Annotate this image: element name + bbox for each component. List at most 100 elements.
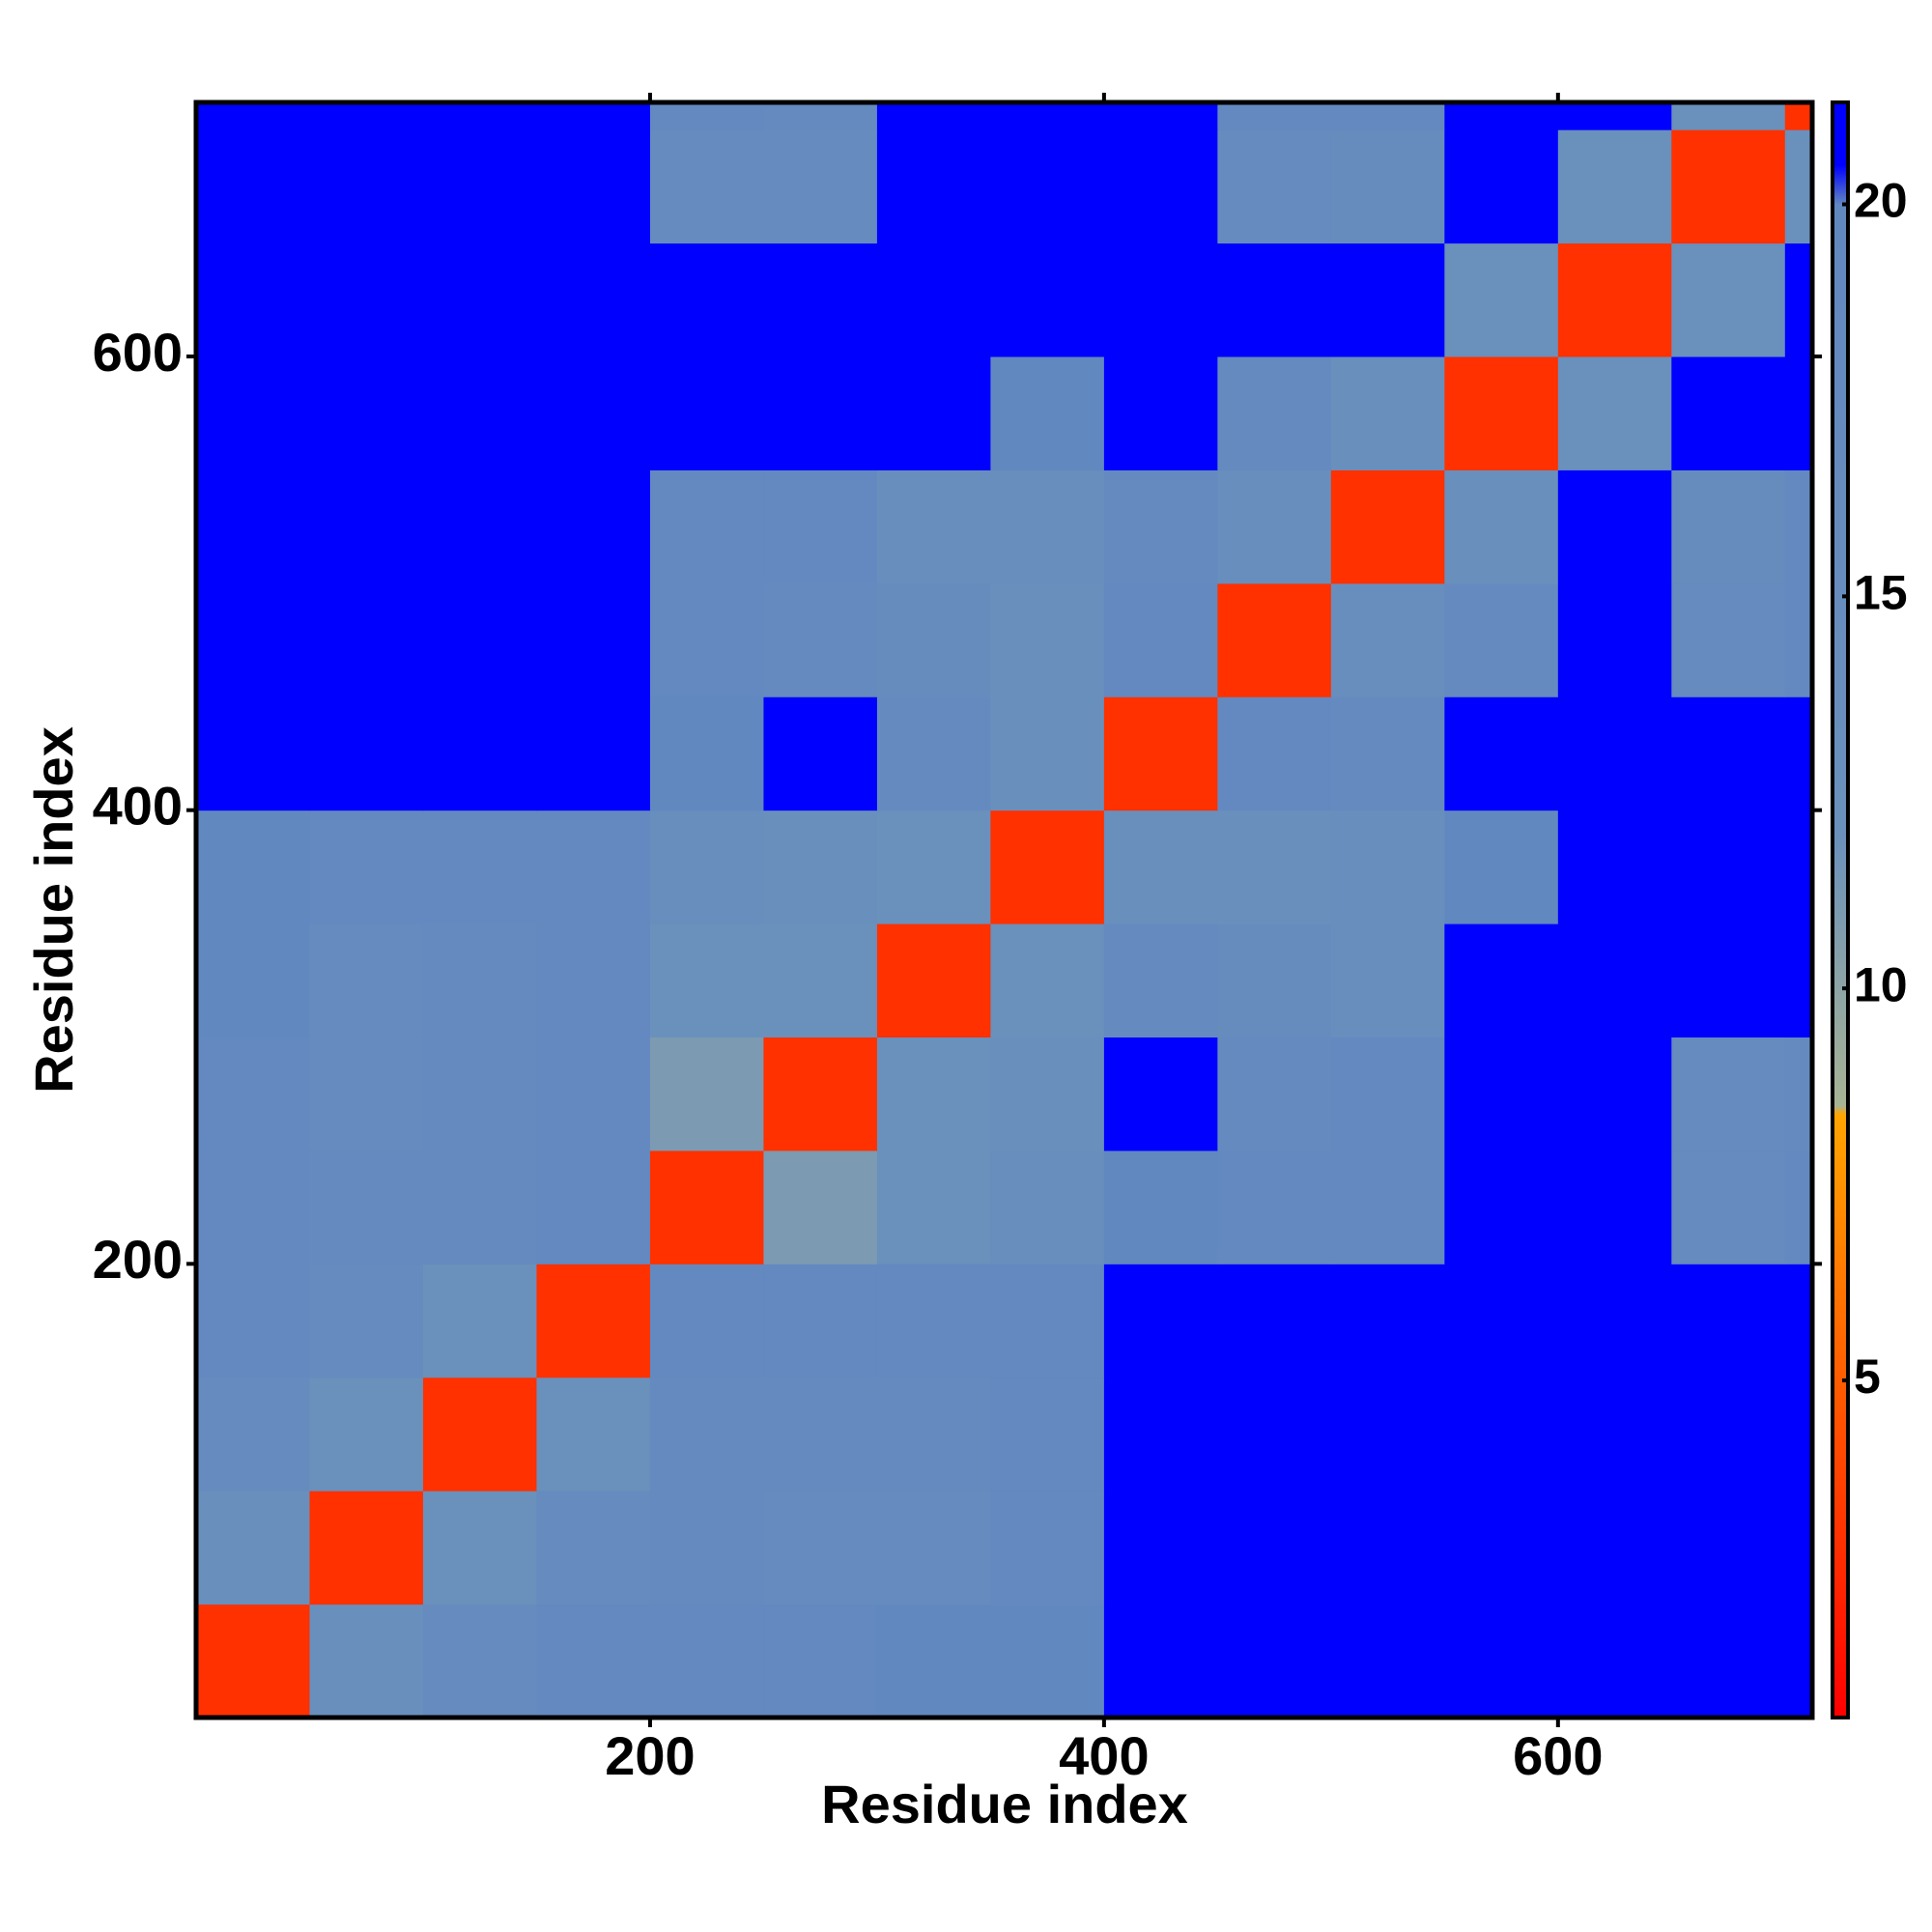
heatmap-cell <box>990 1264 1105 1378</box>
heatmap-cell <box>422 1150 537 1264</box>
heatmap-cell <box>763 810 878 924</box>
heatmap-cell <box>1103 582 1218 697</box>
heatmap-cell <box>1557 923 1672 1038</box>
heatmap-cell <box>309 242 424 357</box>
heatmap-cell <box>1330 1377 1445 1492</box>
heatmap-cell <box>196 1037 310 1151</box>
heatmap-cell <box>1217 1264 1332 1378</box>
heatmap-cell <box>1444 129 1559 244</box>
heatmap-cell <box>1103 356 1218 470</box>
heatmap-cell <box>1784 1491 1813 1605</box>
heatmap-cell <box>196 1377 310 1492</box>
heatmap-cell <box>1671 1037 1786 1151</box>
heatmap-cell <box>1784 356 1813 470</box>
heatmap-cell <box>1103 1377 1218 1492</box>
heatmap-cell <box>1103 1150 1218 1264</box>
heatmap-cell <box>1671 102 1786 130</box>
heatmap-cell <box>1330 356 1445 470</box>
heatmap-cell <box>1784 1604 1813 1719</box>
heatmap-cell <box>1557 129 1672 244</box>
heatmap-cell <box>309 1377 424 1492</box>
heatmap-cell <box>1784 923 1813 1038</box>
heatmap-cell <box>1217 242 1332 357</box>
x-tick-label: 600 <box>1513 1725 1603 1786</box>
x-tick-label: 200 <box>605 1725 695 1786</box>
heatmap-cell <box>876 1604 991 1719</box>
heatmap-cell <box>1330 1150 1445 1264</box>
heatmap-cell <box>309 1037 424 1151</box>
heatmap-cell <box>1557 469 1672 584</box>
heatmap-cell <box>990 1150 1105 1264</box>
heatmap-cell <box>196 1491 310 1605</box>
colorbar-tick-label: 5 <box>1854 1350 1881 1404</box>
heatmap-cell <box>649 1150 764 1264</box>
heatmap-cell <box>1784 1377 1813 1492</box>
heatmap-cell <box>536 469 651 584</box>
heatmap-cell <box>422 242 537 357</box>
heatmap-cell <box>649 923 764 1038</box>
heatmap-cell <box>309 129 424 244</box>
heatmap-cell <box>309 1150 424 1264</box>
heatmap-cell <box>196 923 310 1038</box>
heatmap-cell <box>1557 1037 1672 1151</box>
heatmap-cell <box>763 356 878 470</box>
heatmap-cell <box>196 1604 310 1719</box>
heatmap-cell <box>1444 242 1559 357</box>
heatmap-cell <box>649 1377 764 1492</box>
heatmap-cell <box>536 1377 651 1492</box>
heatmap-cell <box>196 582 310 697</box>
heatmap-cell <box>1784 582 1813 697</box>
heatmap-cell <box>763 129 878 244</box>
heatmap-cell <box>1444 923 1559 1038</box>
heatmap-cell <box>1557 1604 1672 1719</box>
heatmap-cell <box>1784 696 1813 811</box>
heatmap-cell <box>1557 582 1672 697</box>
heatmap-cell <box>763 923 878 1038</box>
heatmap-cell <box>536 1037 651 1151</box>
heatmap-cell <box>1784 1037 1813 1151</box>
heatmap-cell <box>990 469 1105 584</box>
heatmap-cell <box>1330 923 1445 1038</box>
heatmap-cell <box>649 242 764 357</box>
heatmap-cell <box>1217 696 1332 811</box>
heatmap-cell <box>990 1037 1105 1151</box>
heatmap-cell <box>1671 582 1786 697</box>
heatmap-cell <box>422 469 537 584</box>
heatmap-cell <box>763 1150 878 1264</box>
heatmap-cell <box>763 1377 878 1492</box>
heatmap-cell <box>1671 696 1786 811</box>
heatmap-cell <box>1217 582 1332 697</box>
heatmap-cell <box>876 242 991 357</box>
heatmap-cell <box>422 1264 537 1378</box>
heatmap-cell <box>1103 469 1218 584</box>
x-tick-label: 400 <box>1059 1725 1149 1786</box>
heatmap-cell <box>1557 1264 1672 1378</box>
heatmap-cell <box>1330 696 1445 811</box>
heatmap-cell <box>1784 469 1813 584</box>
heatmap-cell <box>1671 242 1786 357</box>
heatmap-cell <box>763 582 878 697</box>
heatmap-cell <box>1444 1150 1559 1264</box>
heatmap-cell <box>536 129 651 244</box>
y-tick-label: 200 <box>93 1229 183 1290</box>
heatmap-cell <box>1103 923 1218 1038</box>
heatmap-cell <box>876 1150 991 1264</box>
y-axis-title: Residue index <box>23 726 84 1094</box>
heatmap-cell <box>1444 1491 1559 1605</box>
heatmap-cell <box>1784 1150 1813 1264</box>
heatmap-cell <box>536 1604 651 1719</box>
heatmap-cell <box>1671 1604 1786 1719</box>
heatmap-cell <box>990 1604 1105 1719</box>
heatmap-cell <box>1671 1150 1786 1264</box>
heatmap-cell <box>649 1491 764 1605</box>
heatmap-cell <box>422 129 537 244</box>
heatmap-cell <box>649 1037 764 1151</box>
heatmap-cell <box>990 356 1105 470</box>
heatmap-cell <box>1217 1377 1332 1492</box>
heatmap-cell <box>536 356 651 470</box>
heatmap-cell <box>196 1150 310 1264</box>
heatmap-cell <box>876 810 991 924</box>
heatmap-cell <box>1217 1604 1332 1719</box>
heatmap-cell <box>876 1377 991 1492</box>
heatmap-cell <box>1557 102 1672 130</box>
